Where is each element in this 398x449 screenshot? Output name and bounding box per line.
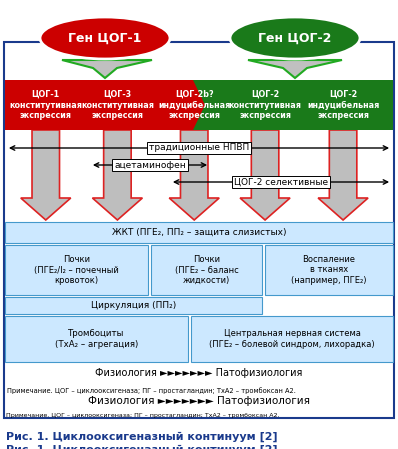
Text: Рис. 1. Циклооксигеназный континуум [2]: Рис. 1. Циклооксигеназный континуум [2]: [6, 432, 278, 442]
Polygon shape: [92, 130, 142, 220]
Text: традиционные НПВП: традиционные НПВП: [149, 144, 249, 153]
Text: Ген ЦОГ-2: Ген ЦОГ-2: [258, 31, 332, 44]
Bar: [191, 316, 393, 362]
Text: ЦОГ-2
индуцибельная
экспрессия: ЦОГ-2 индуцибельная экспрессия: [307, 90, 379, 120]
Text: Воспаление
в тканях
(например, ПГЕ₂): Воспаление в тканях (например, ПГЕ₂): [291, 255, 367, 285]
Polygon shape: [5, 80, 207, 130]
Polygon shape: [62, 60, 152, 78]
Bar: [5, 316, 188, 362]
Polygon shape: [21, 130, 71, 220]
Text: ЦОГ-3
конститутивная
экспрессия: ЦОГ-3 конститутивная экспрессия: [81, 90, 154, 120]
Text: Почки
(ПГЕ₂ – баланс
жидкости): Почки (ПГЕ₂ – баланс жидкости): [175, 255, 238, 285]
Text: Центральная нервная система
(ПГЕ₂ – болевой синдром, лихорадка): Центральная нервная система (ПГЕ₂ – боле…: [209, 329, 375, 349]
Text: ЦОГ-2b?
индуцибельная
экспрессия: ЦОГ-2b? индуцибельная экспрессия: [158, 90, 230, 120]
Bar: [5, 245, 148, 295]
Ellipse shape: [230, 17, 360, 59]
Bar: [5, 297, 262, 314]
Text: Физиология ►►►►►►► Патофизиология: Физиология ►►►►►►► Патофизиология: [95, 368, 303, 378]
Text: Ген ЦОГ-1: Ген ЦОГ-1: [68, 31, 142, 44]
Polygon shape: [248, 60, 342, 78]
Text: ЦОГ-2
конститутивная
экспрессия: ЦОГ-2 конститутивная экспрессия: [228, 90, 302, 120]
Text: Почки
(ПГЕ₂/I₂ – почечный
кровоток): Почки (ПГЕ₂/I₂ – почечный кровоток): [34, 255, 119, 285]
Text: ацетаминофен: ацетаминофен: [114, 160, 186, 170]
Polygon shape: [318, 130, 368, 220]
Polygon shape: [169, 130, 219, 220]
Text: ЦОГ-2 селективные: ЦОГ-2 селективные: [234, 177, 328, 186]
Text: ЦОГ-1
конститутивная
экспрессия: ЦОГ-1 конститутивная экспрессия: [9, 90, 82, 120]
Polygon shape: [240, 130, 290, 220]
Bar: [151, 245, 262, 295]
Bar: [5, 222, 393, 243]
Text: Примечание. ЦОГ – циклооксигеназа; ПГ – простагландин; TxA2 – тромбоксан А2.: Примечание. ЦОГ – циклооксигеназа; ПГ – …: [7, 387, 296, 394]
Polygon shape: [193, 80, 393, 130]
Ellipse shape: [40, 17, 170, 59]
Text: ЖКТ (ПГЕ₂, ПП₂ – защита слизистых): ЖКТ (ПГЕ₂, ПП₂ – защита слизистых): [112, 228, 286, 237]
Bar: [265, 245, 393, 295]
Bar: [4, 42, 394, 418]
Text: Физиология ►►►►►►► Патофизиология: Физиология ►►►►►►► Патофизиология: [88, 396, 310, 406]
Text: Циркуляция (ПП₂): Циркуляция (ПП₂): [91, 301, 176, 310]
Text: Примечание. ЦОГ – циклооксигеназа; ПГ – простагландин; TxA2 – тромбоксан А2.: Примечание. ЦОГ – циклооксигеназа; ПГ – …: [6, 413, 279, 418]
Text: Рис. 1. Циклооксигеназный континуум [2]: Рис. 1. Циклооксигеназный континуум [2]: [6, 445, 278, 449]
Text: Тромбоциты
(TxA₂ – агрегация): Тромбоциты (TxA₂ – агрегация): [55, 329, 138, 349]
